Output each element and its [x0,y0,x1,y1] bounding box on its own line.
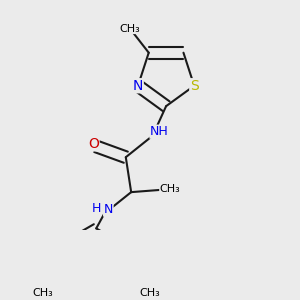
Text: N: N [103,203,113,216]
Text: H: H [92,202,101,215]
Text: CH₃: CH₃ [119,23,140,34]
Text: S: S [190,79,199,93]
Text: NH: NH [150,125,169,138]
Text: O: O [88,137,99,151]
Text: CH₃: CH₃ [160,184,181,194]
Text: N: N [133,79,143,93]
Text: CH₃: CH₃ [140,288,160,298]
Text: CH₃: CH₃ [32,288,53,298]
